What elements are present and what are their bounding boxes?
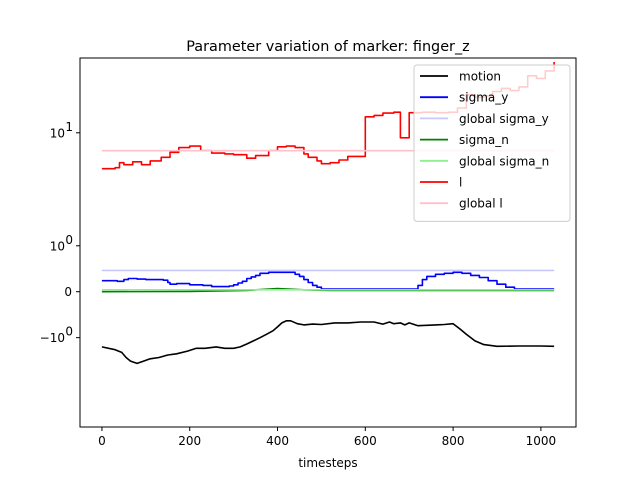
x-tick-label: 800 bbox=[442, 434, 465, 448]
plot-frame bbox=[79, 57, 577, 428]
x-tick-label: 0 bbox=[98, 434, 106, 448]
legend-label: sigma_y bbox=[459, 91, 508, 105]
legend-label: sigma_n bbox=[459, 133, 509, 147]
y-tick-exponent: 0 bbox=[65, 233, 73, 247]
y-tick-label: 0 bbox=[64, 285, 72, 299]
legend-label: global sigma_y bbox=[459, 112, 549, 126]
x-tick-label: 1000 bbox=[526, 434, 557, 448]
x-axis-label: timesteps bbox=[298, 456, 357, 470]
legend-label: global l bbox=[459, 197, 503, 211]
y-tick-exponent: 0 bbox=[65, 325, 73, 339]
legend-box bbox=[413, 64, 571, 222]
y-tick-label: 10 bbox=[50, 239, 65, 253]
plot-lines bbox=[101, 62, 555, 365]
legend-label: l bbox=[459, 176, 462, 190]
legend-label: global sigma_n bbox=[459, 154, 549, 168]
x-tick-label: 200 bbox=[178, 434, 201, 448]
y-tick-label: 10 bbox=[50, 126, 65, 140]
series-line-1 bbox=[101, 271, 555, 290]
y-tick-exponent: 1 bbox=[65, 120, 73, 134]
chart-title: Parameter variation of marker: finger_z bbox=[186, 39, 469, 55]
series-line-0 bbox=[101, 320, 555, 365]
y-tick-label: −10 bbox=[40, 331, 65, 345]
x-tick-label: 400 bbox=[266, 434, 289, 448]
legend-label: motion bbox=[459, 70, 501, 84]
x-tick-label: 600 bbox=[354, 434, 377, 448]
